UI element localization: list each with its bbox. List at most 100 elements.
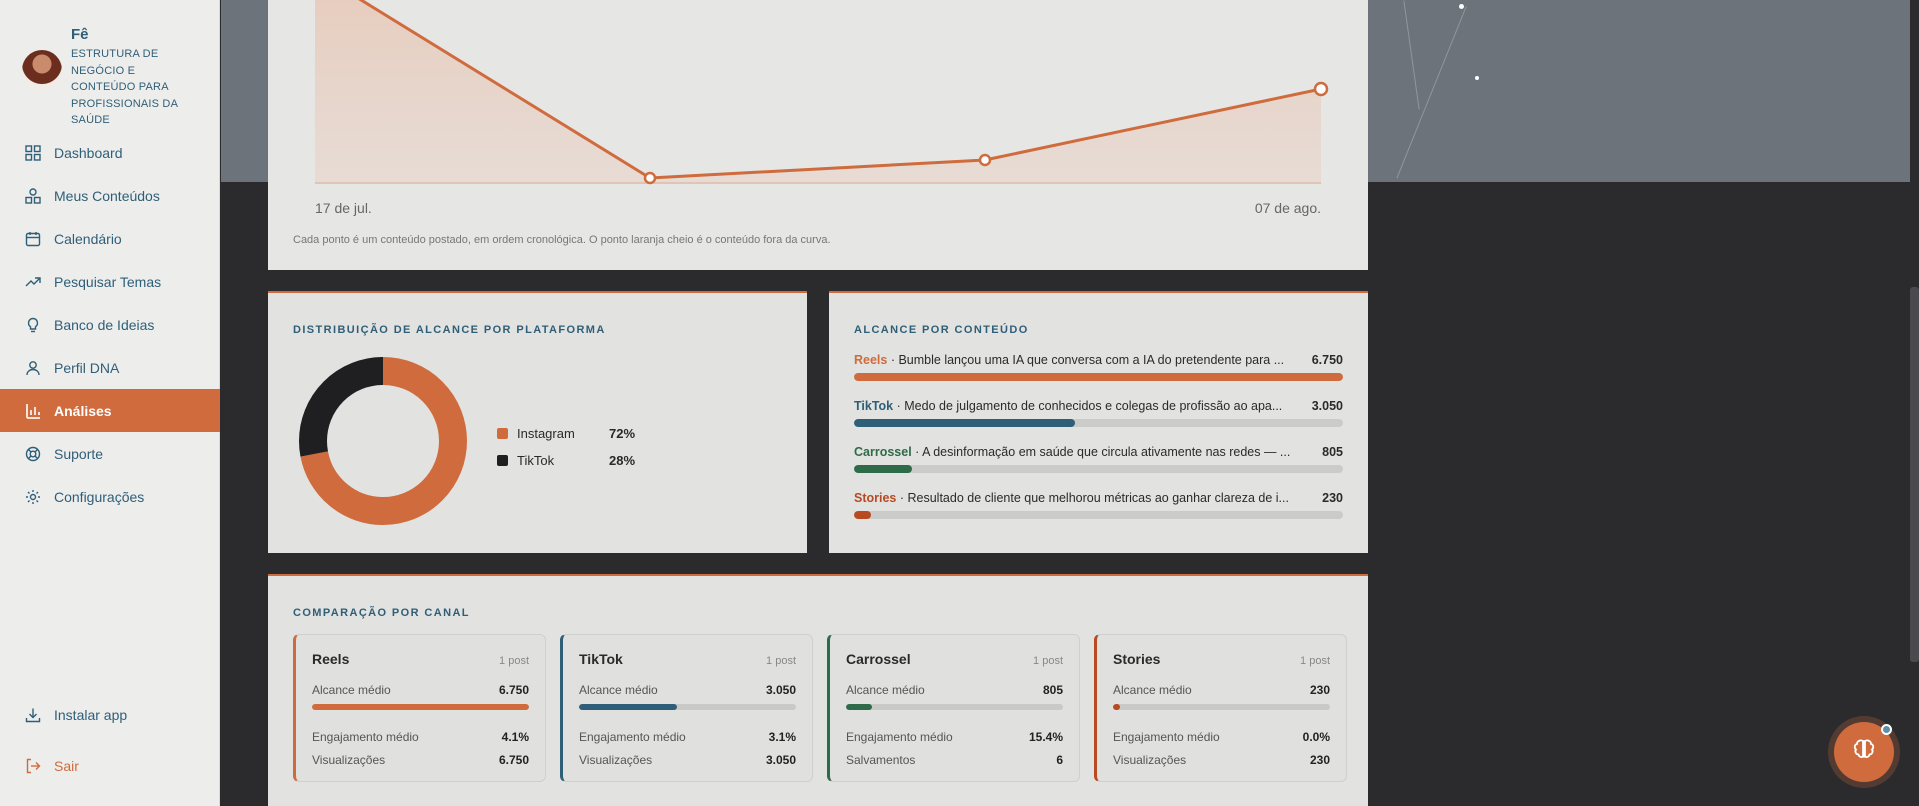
legend-item-tiktok: TikTok 28%	[497, 447, 635, 474]
legend-swatch	[497, 455, 508, 466]
extra-metric-label: Visualizações	[312, 753, 386, 767]
reach-value: 230	[1309, 683, 1330, 697]
timeline-point[interactable]	[1313, 81, 1329, 97]
reach-value: 6.750	[498, 683, 529, 697]
channel-card-tiktok: TikTok 1 post Alcance médio 3.050 Engajame…	[560, 634, 813, 782]
reach-value: 230	[1322, 491, 1343, 505]
logout-icon	[24, 757, 42, 775]
nav-item-configuracoes[interactable]: Configurações	[0, 475, 220, 518]
reach-row[interactable]: Stories · Resultado de cliente que melho…	[854, 491, 1343, 537]
channel-name: Carrossel	[846, 651, 911, 667]
nav-label: Análises	[54, 402, 112, 419]
comparison-title: COMPARAÇÃO POR CANAL	[293, 607, 470, 619]
extra-metric-value: 230	[1309, 753, 1330, 767]
timeline-point[interactable]	[978, 153, 992, 167]
reach-bar-fill	[854, 419, 1076, 427]
legend-value: 28%	[609, 453, 636, 468]
avatar	[22, 50, 62, 90]
engagement-value: 3.1%	[768, 730, 796, 744]
reach-platform: Stories	[854, 491, 897, 505]
legend-value: 72%	[609, 426, 636, 441]
reach-label: Alcance médio	[1113, 683, 1192, 697]
donut-slice-tiktok[interactable]	[299, 357, 467, 525]
channel-bar	[312, 704, 529, 710]
nav-label: Configurações	[54, 488, 145, 505]
trending-icon	[24, 273, 42, 291]
reach-bar	[854, 419, 1343, 427]
assistant-button[interactable]	[1834, 722, 1894, 782]
nav-item-dashboard[interactable]: Dashboard	[0, 131, 220, 174]
channel-posts: 1 post	[766, 655, 796, 667]
reach-label: Alcance médio	[312, 683, 391, 697]
channel-bar-fill	[1113, 704, 1121, 710]
distribution-legend: Instagram 72% TikTok 28%	[497, 420, 635, 474]
nav-item-suporte[interactable]: Suporte	[0, 432, 220, 475]
engagement-label: Engajamento médio	[846, 730, 953, 744]
brand: Fê ESTRUTURA DE NEGÓCIO E CONTEÚDO PARA …	[22, 26, 196, 129]
logout-label: Sair	[54, 757, 79, 774]
nav-item-calendario[interactable]: Calendário	[0, 217, 220, 260]
channel-posts: 1 post	[1300, 655, 1330, 667]
nav-label: Pesquisar Temas	[54, 273, 162, 290]
decor-dot	[1459, 4, 1464, 9]
grid-icon	[24, 144, 42, 162]
timeline-chart	[315, 0, 1329, 185]
channel-list: Reels 1 post Alcance médio 6.750 Engajamen…	[293, 634, 1347, 782]
timeline-line	[358, 0, 1322, 180]
main-nav: Dashboard Meus Conteúdos Calendário Pesq…	[0, 131, 220, 518]
legend-swatch	[497, 428, 508, 439]
nav-item-banco-de-ideias[interactable]: Banco de Ideias	[0, 303, 220, 346]
distribution-card: DISTRIBUIÇÃO DE ALCANCE POR PLATAFORMA I…	[268, 291, 807, 553]
legend-item-instagram: Instagram 72%	[497, 420, 635, 447]
gear-icon	[24, 488, 42, 506]
reach-bar	[854, 465, 1343, 473]
reach-bar	[854, 373, 1343, 381]
nav-item-analises[interactable]: Análises	[0, 389, 220, 432]
timeline-point[interactable]	[643, 171, 657, 185]
nav-item-perfil-dna[interactable]: Perfil DNA	[0, 346, 220, 389]
nav-label: Banco de Ideias	[54, 316, 155, 333]
nav-label: Calendário	[54, 230, 122, 247]
scrollbar-thumb[interactable]	[1910, 287, 1919, 662]
engagement-label: Engajamento médio	[1113, 730, 1220, 744]
brand-subtitle: ESTRUTURA DE NEGÓCIO E CONTEÚDO PARA PRO…	[71, 48, 178, 126]
timeline-x-start: 17 de jul.	[315, 200, 372, 216]
reach-row[interactable]: Carrossel · A desinformação em saúde que…	[854, 445, 1343, 491]
extra-metric-label: Visualizações	[1113, 753, 1187, 767]
channel-card-stories: Stories 1 post Alcance médio 230 Engajamen…	[1094, 634, 1347, 782]
reach-row[interactable]: TikTok · Medo de julgamento de conhecido…	[854, 399, 1343, 445]
reach-row[interactable]: Reels · Bumble lançou uma IA que convers…	[854, 353, 1343, 399]
channel-name: TikTok	[579, 651, 623, 667]
reach-value: 6.750	[1311, 353, 1343, 367]
install-app-button[interactable]: Instalar app	[0, 693, 220, 736]
reach-title: ALCANCE POR CONTEÚDO	[854, 324, 1029, 336]
reach-platform: Reels	[854, 353, 888, 367]
channel-card-reels: Reels 1 post Alcance médio 6.750 Engajamen…	[293, 634, 546, 782]
brain-icon	[1850, 736, 1878, 769]
extra-metric-value: 6.750	[498, 753, 529, 767]
nav-item-pesquisar-temas[interactable]: Pesquisar Temas	[0, 260, 220, 303]
timeline-chart-card: 17 de jul. 07 de ago. Cada ponto é um co…	[268, 0, 1368, 270]
reach-list: Reels · Bumble lançou uma IA que convers…	[854, 353, 1343, 537]
channel-bar	[1113, 704, 1330, 710]
bar-chart-icon	[24, 402, 42, 420]
distribution-donut	[299, 357, 467, 525]
reach-value: 805	[1322, 445, 1343, 459]
reach-value: 3.050	[765, 683, 796, 697]
reach-value: 3.050	[1311, 399, 1343, 413]
reach-bar-fill	[854, 511, 871, 519]
page-scrollbar[interactable]	[1910, 0, 1919, 806]
channel-bar-fill	[846, 704, 872, 710]
extra-metric-value: 3.050	[765, 753, 796, 767]
channel-bar	[579, 704, 796, 710]
decor-dot	[1475, 76, 1479, 80]
install-app-label: Instalar app	[54, 706, 128, 723]
engagement-value: 15.4%	[1028, 730, 1063, 744]
channel-name: Stories	[1113, 651, 1161, 667]
logout-button[interactable]: Sair	[0, 744, 220, 787]
decor-line	[1403, 0, 1420, 110]
extra-metric-label: Salvamentos	[846, 753, 916, 767]
reach-label: Alcance médio	[579, 683, 658, 697]
nav-item-meus-conteudos[interactable]: Meus Conteúdos	[0, 174, 220, 217]
reach-bar-fill	[854, 373, 1343, 381]
